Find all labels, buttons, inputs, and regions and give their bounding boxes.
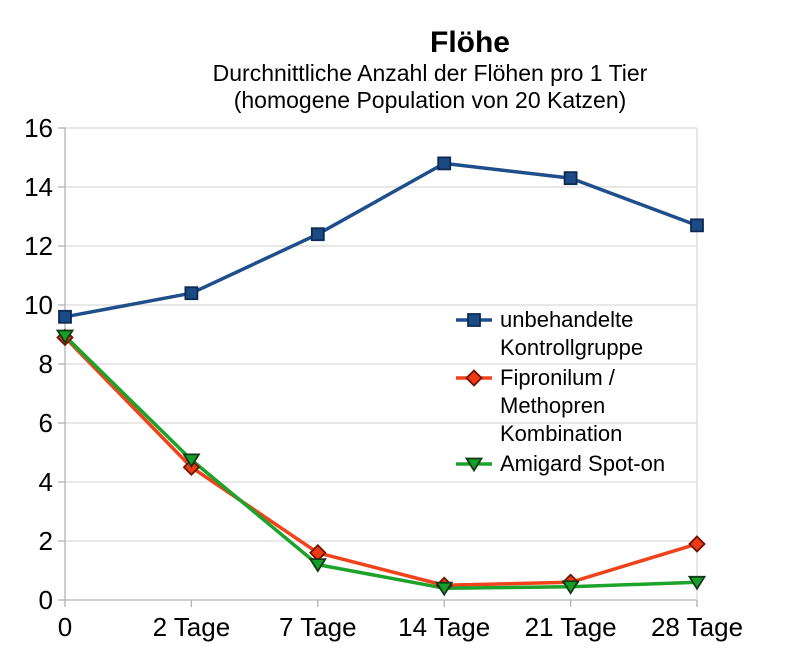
data-point-marker — [687, 575, 707, 591]
chart-subtitle-line1: Durchnittliche Anzahl der Flöhen pro 1 T… — [212, 60, 648, 86]
legend-marker-square-icon — [456, 313, 492, 327]
data-point-marker — [563, 171, 578, 186]
series-line-triangle-down — [63, 334, 699, 590]
legend-label: Amigard Spot-on — [500, 451, 666, 476]
x-axis-tick-label: 0 — [58, 612, 72, 642]
chart-subtitle-line2: (homogene Population von 20 Katzen) — [233, 87, 627, 113]
chart-legend: unbehandelte Kontrollgruppe Fipronilum / … — [455, 306, 680, 480]
data-point-marker — [690, 218, 704, 233]
y-axis-tick-label: 8 — [39, 349, 53, 379]
y-axis-tick-label: 14 — [24, 172, 53, 202]
legend-entry: Amigard Spot-on — [455, 450, 680, 478]
data-point-marker — [308, 558, 327, 573]
data-point-marker — [55, 329, 75, 345]
x-axis-tick-label: 21 Tage — [525, 612, 617, 642]
data-point-marker — [182, 453, 201, 469]
x-axis-tick-label: 2 Tage — [153, 612, 231, 642]
data-point-marker — [184, 286, 199, 301]
y-axis-tick-label: 4 — [39, 467, 53, 497]
data-point-marker — [437, 156, 452, 171]
legend-label: unbehandelte Kontrollgruppe — [500, 307, 644, 360]
series-line-diamond — [63, 335, 699, 587]
data-point-marker — [688, 535, 706, 553]
legend-entry: unbehandelte Kontrollgruppe — [455, 306, 680, 362]
y-axis-tick-label: 6 — [39, 408, 53, 438]
chart-subtitle: Durchnittliche Anzahl der Flöhen pro 1 T… — [60, 60, 800, 114]
data-point-marker — [435, 581, 454, 597]
y-axis-tick-label: 0 — [39, 585, 53, 615]
y-axis-tick-label: 12 — [24, 231, 53, 261]
legend-entry: Fipronilum / Methopren Kombination — [455, 364, 680, 448]
data-point-marker — [310, 227, 325, 242]
y-axis-tick-label: 16 — [24, 113, 53, 143]
data-point-marker — [561, 580, 580, 595]
legend-marker-triangle-down-icon — [456, 457, 492, 473]
x-axis-tick-label: 28 Tage — [651, 612, 743, 642]
x-axis-tick-label: 7 Tage — [279, 612, 357, 642]
data-point-marker — [58, 309, 72, 324]
legend-marker-diamond-icon — [456, 369, 492, 387]
y-axis-tick-label: 2 — [39, 526, 53, 556]
series-line-square — [63, 161, 699, 319]
y-axis-tick-label: 10 — [24, 290, 53, 320]
x-axis-tick-label: 14 Tage — [398, 612, 490, 642]
chart-title: Flöhe — [430, 26, 510, 59]
legend-label: Fipronilum / Methopren Kombination — [500, 365, 623, 446]
